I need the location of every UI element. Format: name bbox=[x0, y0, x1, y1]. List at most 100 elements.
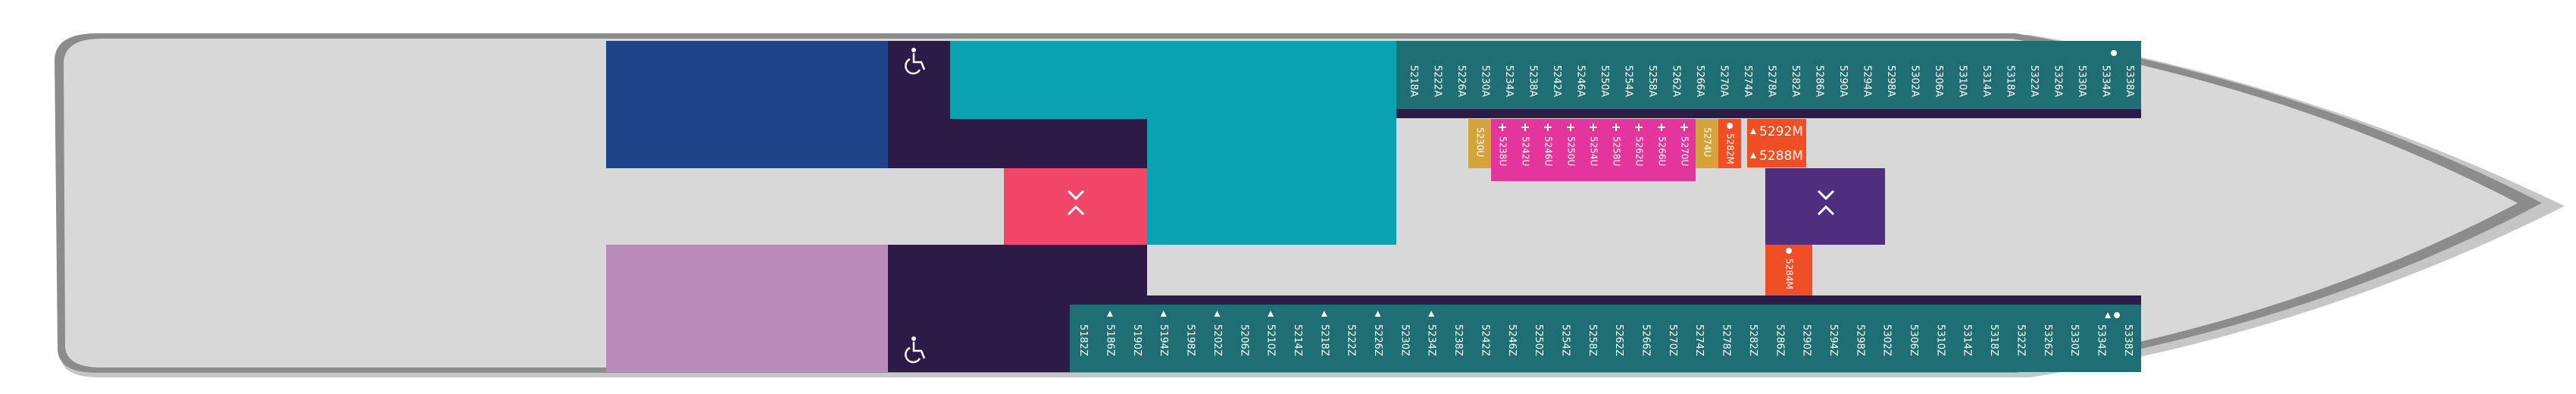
cabin-label[interactable]: 5330Z bbox=[2068, 324, 2080, 356]
cabin-label[interactable]: 5270U bbox=[1680, 136, 1690, 166]
cabin-label[interactable]: 5242A bbox=[1551, 65, 1562, 97]
cabin-label[interactable]: 5314Z bbox=[1962, 324, 1973, 356]
stair-icon bbox=[1067, 189, 1085, 216]
cabin-label[interactable]: 5246U bbox=[1543, 136, 1554, 166]
cabin-label[interactable]: 5226Z bbox=[1372, 324, 1383, 356]
cabin-orange[interactable] bbox=[1747, 143, 1806, 167]
cabin-label[interactable]: 5230A bbox=[1480, 65, 1491, 97]
cabin-label[interactable]: 5262A bbox=[1671, 65, 1682, 97]
plus-icon bbox=[1567, 124, 1574, 131]
cabin-label[interactable]: 5266Z bbox=[1640, 324, 1652, 356]
cabin-label[interactable]: 5242Z bbox=[1479, 324, 1490, 356]
cabin-label[interactable]: 5222Z bbox=[1346, 324, 1357, 356]
cabin-label[interactable]: 5186Z bbox=[1105, 324, 1116, 356]
bullet-icon bbox=[1786, 248, 1792, 254]
cabin-label[interactable]: 5338Z bbox=[2122, 324, 2134, 356]
cabin-label[interactable]: 5288M bbox=[1759, 149, 1803, 164]
cabin-label[interactable]: 5278Z bbox=[1721, 324, 1732, 356]
cabin-label[interactable]: 5282Z bbox=[1747, 324, 1758, 356]
cabin-label[interactable]: 5298Z bbox=[1854, 324, 1865, 356]
cabin-label[interactable]: 5298A bbox=[1885, 65, 1896, 97]
cabin-label[interactable]: 5282M bbox=[1725, 133, 1736, 164]
cabin-label[interactable]: 5306A bbox=[1933, 65, 1944, 97]
cabin-label[interactable]: 5238Z bbox=[1452, 324, 1464, 356]
cabin-label[interactable]: 5274A bbox=[1742, 65, 1753, 97]
cabin-label[interactable]: 5238U bbox=[1498, 136, 1508, 166]
atrium-area bbox=[950, 41, 1396, 245]
cabin-label[interactable]: 5246Z bbox=[1506, 324, 1518, 356]
plus-icon bbox=[1521, 124, 1529, 131]
triangle-icon bbox=[2105, 312, 2111, 318]
cabin-label[interactable]: 5322Z bbox=[2015, 324, 2026, 356]
cabin-label[interactable]: 5286Z bbox=[1774, 324, 1785, 356]
cabin-row-bottom bbox=[1070, 305, 2141, 372]
cabin-label[interactable]: 5214Z bbox=[1292, 324, 1303, 356]
cabin-label[interactable]: 5290A bbox=[1837, 65, 1849, 97]
cabin-label[interactable]: 5254Z bbox=[1559, 324, 1571, 356]
cabin-label[interactable]: 5270Z bbox=[1667, 324, 1678, 356]
cabin-label[interactable]: 5326Z bbox=[2042, 324, 2053, 356]
cabin-label[interactable]: 5330A bbox=[2076, 65, 2087, 97]
cabin-label[interactable]: 5262U bbox=[1634, 136, 1645, 166]
cabin-label[interactable]: 5302Z bbox=[1881, 324, 1893, 356]
cabin-label[interactable]: 5250A bbox=[1599, 65, 1610, 97]
cabin-gold[interactable] bbox=[1696, 119, 1718, 168]
cabin-label[interactable]: 5202Z bbox=[1211, 324, 1223, 356]
cabin-label[interactable]: 5198Z bbox=[1185, 324, 1196, 356]
cabin-label[interactable]: 5218Z bbox=[1318, 324, 1330, 356]
plus-icon bbox=[1635, 124, 1643, 131]
cabin-label[interactable]: 5314A bbox=[1980, 65, 1992, 97]
cabin-label[interactable]: 5230U bbox=[1475, 127, 1486, 157]
cabin-orange[interactable] bbox=[1747, 119, 1806, 143]
cabin-label[interactable]: 5290Z bbox=[1801, 324, 1812, 356]
cabin-label[interactable]: 5234A bbox=[1503, 65, 1515, 97]
cabin-label[interactable]: 5270A bbox=[1718, 65, 1730, 97]
cabin-label[interactable]: 5238A bbox=[1527, 65, 1539, 97]
cabin-label[interactable]: 5246A bbox=[1575, 65, 1587, 97]
cabin-label[interactable]: 5278A bbox=[1766, 65, 1777, 97]
cabin-label[interactable]: 5258U bbox=[1612, 136, 1622, 166]
cabin-label[interactable]: 5258A bbox=[1646, 65, 1658, 97]
cabin-label[interactable]: 5190Z bbox=[1131, 324, 1143, 356]
cabin-label[interactable]: 5326A bbox=[2052, 65, 2063, 97]
cabin-label[interactable]: 5182Z bbox=[1077, 324, 1089, 356]
cabin-label[interactable]: 5230Z bbox=[1399, 324, 1410, 356]
cabin-label[interactable]: 5294Z bbox=[1827, 324, 1839, 356]
cabin-label[interactable]: 5310A bbox=[1956, 65, 1968, 97]
cabin-label[interactable]: 5310Z bbox=[1934, 324, 1946, 356]
cabin-label[interactable]: 5250Z bbox=[1533, 324, 1544, 356]
cabin-label[interactable]: 5334Z bbox=[2095, 324, 2106, 356]
cabin-label[interactable]: 5292M bbox=[1759, 124, 1803, 139]
cabin-label[interactable]: 5318Z bbox=[1988, 324, 1999, 356]
cabin-label[interactable]: 5254A bbox=[1623, 65, 1634, 97]
cabin-label[interactable]: 5254U bbox=[1589, 136, 1599, 166]
stair-icon bbox=[1817, 189, 1835, 216]
cabin-label[interactable]: 5286A bbox=[1813, 65, 1824, 97]
cabin-label[interactable]: 5274Z bbox=[1693, 324, 1705, 356]
cabin-label[interactable]: 5302A bbox=[1909, 65, 1920, 97]
cabin-label[interactable]: 5306Z bbox=[1908, 324, 1919, 356]
cabin-label[interactable]: 5210Z bbox=[1265, 324, 1277, 356]
cabin-label[interactable]: 5222A bbox=[1432, 65, 1443, 97]
cabin-label[interactable]: 5322A bbox=[2028, 65, 2040, 97]
cabin-label[interactable]: 5334A bbox=[2099, 65, 2111, 97]
cabin-gold[interactable] bbox=[1468, 119, 1491, 168]
triangle-icon bbox=[1268, 311, 1274, 317]
cabin-label[interactable]: 5274U bbox=[1702, 127, 1713, 157]
cabin-label[interactable]: 5206Z bbox=[1238, 324, 1249, 356]
cabin-label[interactable]: 5234Z bbox=[1426, 324, 1437, 356]
cabin-label[interactable]: 5262Z bbox=[1613, 324, 1624, 356]
cabin-label[interactable]: 5282A bbox=[1790, 65, 1801, 97]
cabin-label[interactable]: 5218A bbox=[1408, 65, 1419, 97]
cabin-label[interactable]: 5338A bbox=[2124, 65, 2135, 97]
cabin-label[interactable]: 5258Z bbox=[1587, 324, 1598, 356]
cabin-label[interactable]: 5318A bbox=[2004, 65, 2015, 97]
cabin-label[interactable]: 5194Z bbox=[1158, 324, 1169, 356]
cabin-label[interactable]: 5266U bbox=[1657, 136, 1668, 166]
cabin-label[interactable]: 5266A bbox=[1694, 65, 1705, 97]
cabin-label[interactable]: 5250U bbox=[1566, 136, 1577, 166]
cabin-label[interactable]: 5242U bbox=[1521, 136, 1531, 166]
cabin-label[interactable]: 5294A bbox=[1861, 65, 1872, 97]
cabin-label[interactable]: 5226A bbox=[1455, 65, 1467, 97]
cabin-label[interactable]: 5284M bbox=[1784, 258, 1795, 289]
